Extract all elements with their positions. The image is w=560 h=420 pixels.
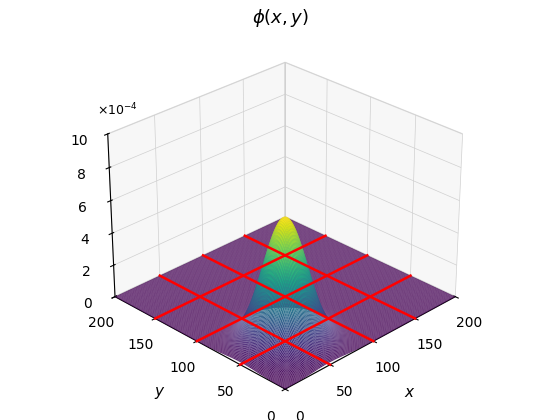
Text: $\times10^{-4}$: $\times10^{-4}$ [97,102,138,118]
X-axis label: $x$: $x$ [404,385,416,400]
Title: $\phi(x, y)$: $\phi(x, y)$ [251,7,309,29]
Y-axis label: $y$: $y$ [155,385,166,401]
